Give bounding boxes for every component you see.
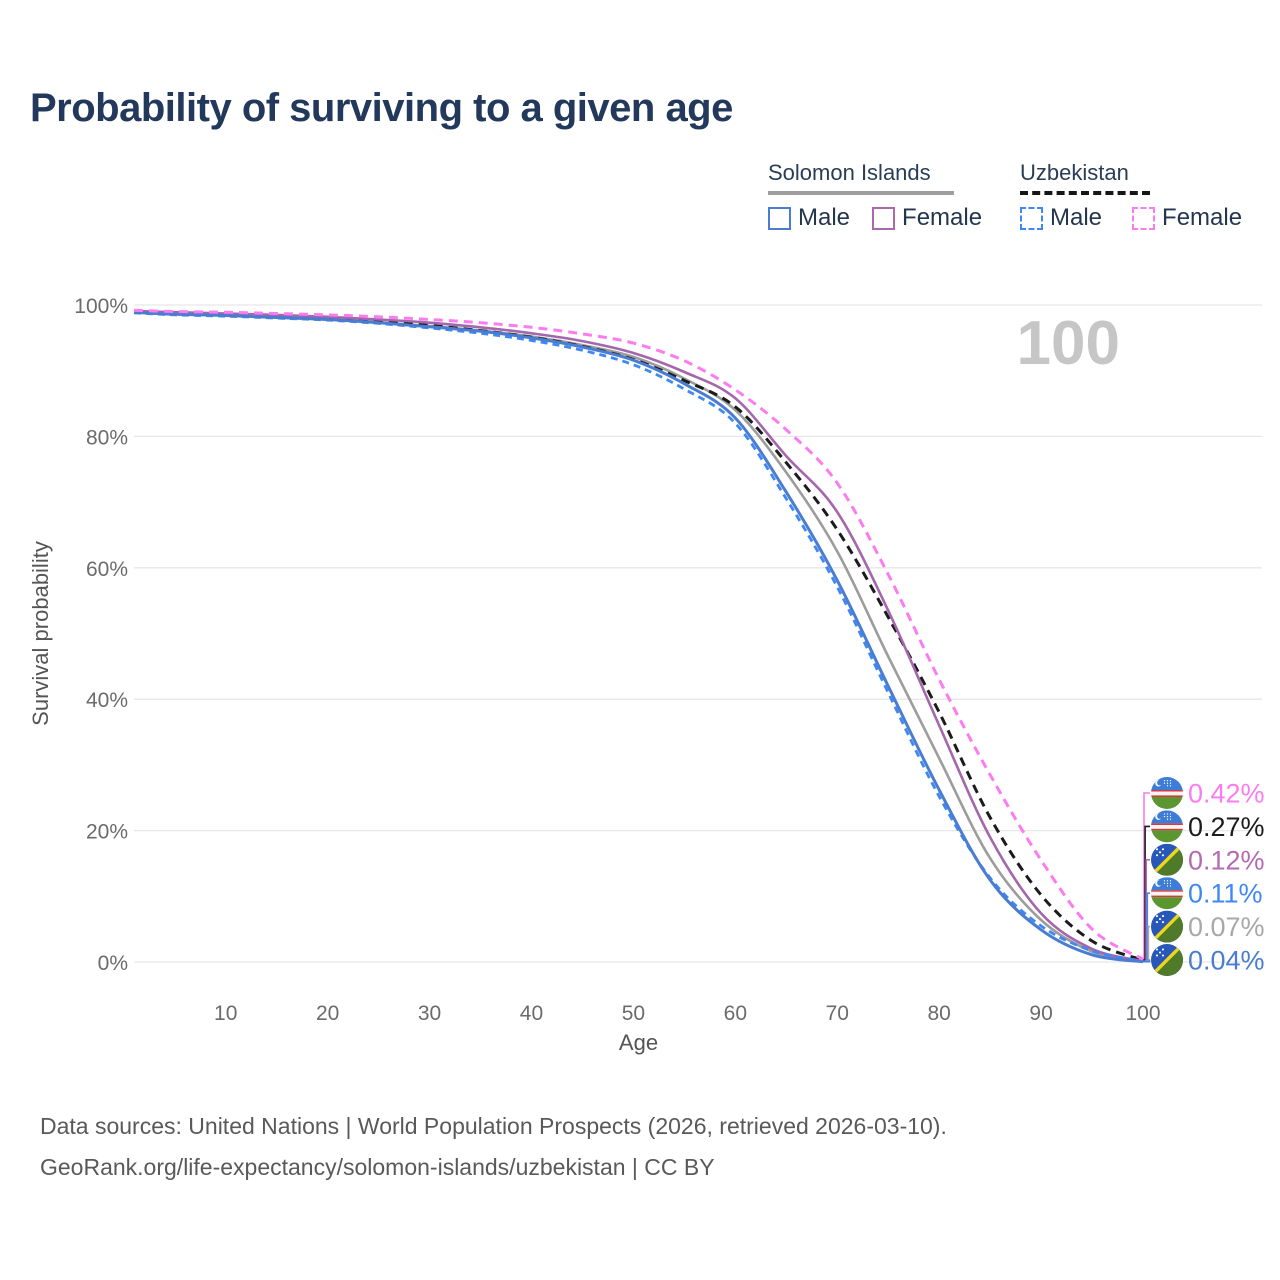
legend-label-uzbekistan-male: Male — [1050, 204, 1103, 231]
end-label-leader-uzbekistan-both — [1143, 825, 1150, 961]
legend-label-solomon-male: Male — [798, 204, 851, 231]
x-tick-label-10: 10 — [214, 1002, 237, 1025]
legend-item-uzbekistan-male[interactable]: Male — [1020, 204, 1102, 232]
end-label-value-solomon-islands-both: 0.07% — [1188, 912, 1265, 942]
end-label-value-solomon-islands-female: 0.12% — [1188, 845, 1265, 875]
series-line-uzbekistan-female — [133, 308, 1144, 961]
end-label-leader-solomon-islands-male — [1143, 959, 1151, 963]
solomon-islands-flag-icon — [1151, 844, 1183, 876]
series-line-solomon-islands-both — [133, 310, 1144, 963]
solomon-islands-flag-icon — [1151, 944, 1183, 976]
legend-label-solomon-female: Female — [902, 204, 983, 231]
x-tick-label-100: 100 — [1125, 1002, 1160, 1025]
uzbekistan-flag-icon — [1151, 810, 1183, 842]
x-tick-label-70: 70 — [826, 1002, 849, 1025]
legend-item-solomon-female[interactable]: Female — [872, 204, 982, 232]
y-tick-label-0: 0% — [98, 952, 128, 975]
uzbekistan-flag-icon — [1151, 877, 1183, 909]
y-tick-label-80: 80% — [86, 426, 128, 449]
y-tick-label-40: 40% — [86, 689, 128, 712]
x-tick-label-60: 60 — [724, 1002, 747, 1025]
end-label-value-uzbekistan-both: 0.27% — [1188, 812, 1265, 842]
grid-layer: 100 0% 20% 40% 60% 80% 100% 10 20 30 40 50 60 70 80 90 1… — [28, 295, 1262, 1055]
y-tick-label-60: 60% — [86, 558, 128, 581]
series-line-solomon-islands-female — [133, 309, 1144, 963]
x-axis-title: Age — [619, 1030, 658, 1055]
legend-label-uzbekistan-female: Female — [1162, 204, 1243, 231]
solomon-islands-flag-icon — [1151, 911, 1183, 943]
series-line-solomon-islands-male — [133, 310, 1144, 964]
legend-group-title-solomon-islands: Solomon Islands — [768, 160, 954, 195]
legend-group-uzbekistan: Uzbekistan Male Female — [1020, 160, 1242, 232]
legend-group-solomon-islands: Solomon Islands Male Female — [768, 160, 982, 232]
legend-group-title-uzbekistan: Uzbekistan — [1020, 160, 1150, 195]
legend-item-solomon-male[interactable]: Male — [768, 204, 850, 232]
x-tick-label-40: 40 — [520, 1002, 543, 1025]
footer-data-sources: Data sources: United Nations | World Pop… — [40, 1113, 947, 1139]
x-tick-label-30: 30 — [418, 1002, 441, 1025]
x-tick-label-20: 20 — [316, 1002, 339, 1025]
end-label-value-uzbekistan-female: 0.42% — [1188, 779, 1265, 809]
end-label-value-uzbekistan-male: 0.11% — [1188, 879, 1263, 909]
y-axis-title: Survival probability — [28, 541, 53, 726]
series-layer — [133, 308, 1144, 964]
footer-attribution-url: GeoRank.org/life-expectancy/solomon-isla… — [40, 1154, 715, 1180]
legend-item-uzbekistan-female[interactable]: Female — [1132, 204, 1242, 232]
end-label-value-solomon-islands-male: 0.04% — [1188, 946, 1265, 976]
y-tick-label-100: 100% — [74, 295, 128, 318]
legend-swatch-uzbekistan-female — [1132, 206, 1156, 230]
annotation-layer: 0.42%0.27%0.12% 0.11%0.07% 0.04% — [1143, 777, 1265, 976]
x-tick-label-80: 80 — [927, 1002, 950, 1025]
legend-swatch-uzbekistan-male — [1020, 206, 1043, 230]
series-line-uzbekistan-male — [133, 311, 1144, 963]
legend-swatch-solomon-male — [768, 206, 791, 230]
x-tick-label-90: 90 — [1029, 1002, 1052, 1025]
uzbekistan-flag-icon — [1151, 777, 1183, 809]
age-counter-watermark: 100 — [1017, 309, 1120, 378]
end-label-leader-uzbekistan-female — [1143, 792, 1150, 960]
footer: Data sources: United Nations | World Pop… — [40, 1106, 947, 1188]
y-tick-label-20: 20% — [86, 821, 128, 844]
page-title: Probability of surviving to a given age — [30, 86, 733, 130]
x-tick-label-50: 50 — [622, 1002, 645, 1025]
legend-swatch-solomon-female — [872, 206, 896, 230]
